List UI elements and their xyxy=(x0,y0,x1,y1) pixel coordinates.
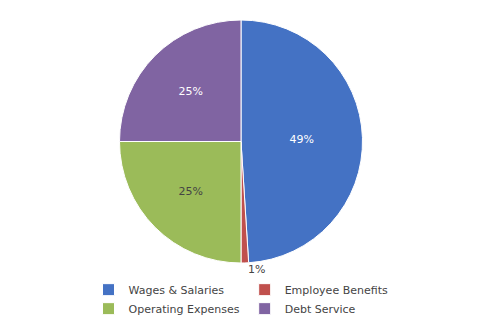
svg-text:Operating Expenses: Operating Expenses xyxy=(129,303,240,316)
svg-text:49%: 49% xyxy=(290,133,314,146)
svg-text:Debt Service: Debt Service xyxy=(285,303,356,316)
svg-text:1%: 1% xyxy=(248,263,265,276)
svg-text:Employee Benefits: Employee Benefits xyxy=(285,284,388,297)
svg-text:Wages & Salaries: Wages & Salaries xyxy=(129,284,225,297)
svg-text:25%: 25% xyxy=(178,85,202,98)
svg-text:25%: 25% xyxy=(178,185,202,198)
